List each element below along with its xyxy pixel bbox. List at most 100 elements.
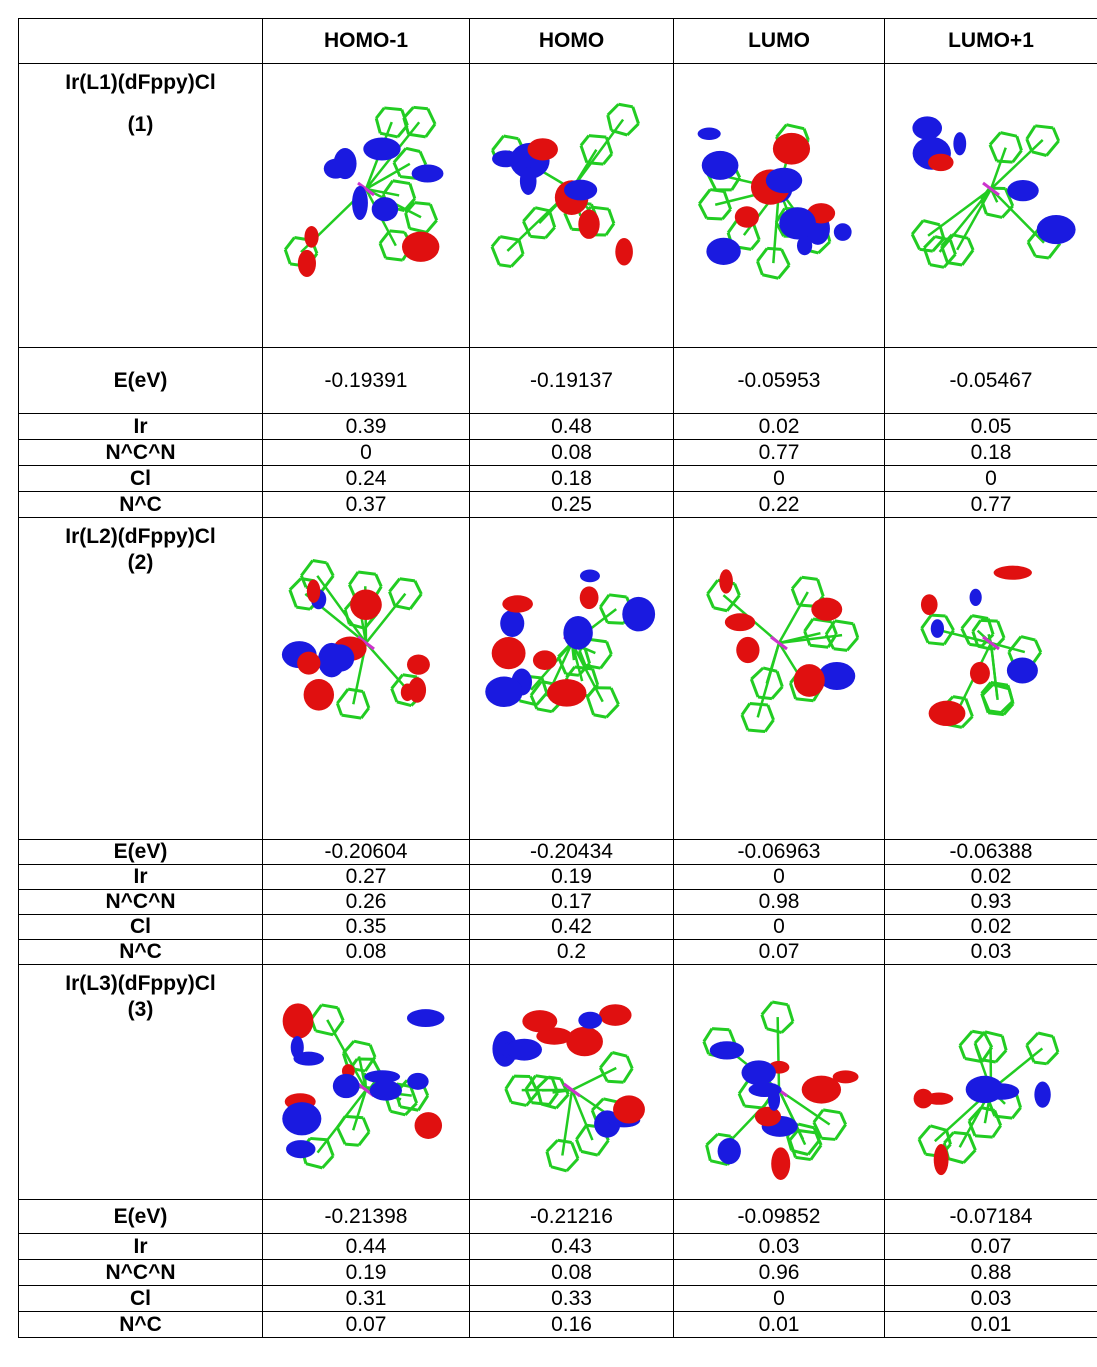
image-cell — [884, 964, 1097, 1200]
value-cell: 0.03 — [673, 1233, 885, 1260]
bond — [570, 1066, 617, 1092]
bond — [609, 687, 620, 706]
bond — [606, 103, 620, 117]
bond — [990, 641, 1026, 654]
value-cell: 0.98 — [673, 889, 885, 915]
bond — [775, 123, 788, 138]
bond — [518, 699, 537, 707]
bond — [778, 1088, 831, 1126]
bond — [973, 1042, 983, 1061]
bond — [1037, 1031, 1054, 1038]
image-cell — [469, 63, 674, 348]
bond — [545, 1139, 559, 1153]
bond — [408, 183, 417, 200]
orbital-lobe — [332, 1073, 360, 1099]
bond — [361, 691, 371, 709]
bond — [394, 604, 411, 611]
orbital-lobe — [577, 209, 600, 239]
value-cell: -0.06963 — [673, 839, 885, 865]
row-label: N^C^N — [18, 439, 263, 466]
bond — [404, 1102, 418, 1116]
bond — [316, 575, 368, 644]
bond — [698, 188, 712, 205]
bond — [392, 179, 411, 186]
orbital-image — [282, 1003, 445, 1170]
bond — [917, 1138, 927, 1155]
value-cell: 0.44 — [262, 1233, 470, 1260]
row-label: Cl — [18, 914, 263, 940]
orbital-image — [706, 569, 860, 734]
bond — [502, 134, 519, 141]
bond — [503, 1075, 515, 1090]
value-cell: 0.18 — [884, 439, 1097, 466]
bond — [1051, 1035, 1060, 1053]
bond — [590, 1097, 604, 1112]
bond — [812, 1121, 823, 1139]
row-label: Ir — [18, 413, 263, 440]
orbital-lobe — [741, 1060, 776, 1086]
bond — [345, 1114, 364, 1120]
bond — [521, 220, 532, 238]
bond — [524, 1091, 539, 1107]
bond — [988, 144, 999, 162]
bond — [834, 619, 854, 626]
orbital-lobe — [364, 1070, 401, 1084]
orbital-image — [490, 102, 640, 268]
bond — [816, 578, 825, 597]
bond — [717, 1132, 731, 1138]
value-cell: -0.21398 — [262, 1199, 470, 1234]
bond — [988, 131, 1002, 146]
bond — [927, 641, 945, 646]
bond — [524, 1074, 537, 1091]
bond — [503, 1088, 513, 1103]
bond — [409, 226, 427, 234]
data-row: Ir 0.39 0.48 0.02 0.05 — [18, 413, 1097, 440]
row-label: N^C — [18, 491, 263, 518]
bond — [1002, 702, 1015, 716]
orbital-lobe — [709, 1041, 745, 1060]
bond — [310, 1136, 328, 1142]
bond — [801, 575, 818, 581]
bond — [980, 692, 991, 712]
bond — [777, 1089, 807, 1146]
bond — [621, 1067, 634, 1084]
table-body: HOMO-1 HOMO LUMO LUMO+1 Ir(L1)(dFppy)Cl (1) E(… — [18, 18, 1097, 1338]
bond — [733, 583, 741, 596]
bond — [988, 711, 1005, 717]
image-cell — [673, 517, 885, 840]
bond — [967, 1120, 977, 1137]
row-label: E(eV) — [18, 347, 263, 414]
row-label: Ir — [18, 864, 263, 890]
bond — [361, 1117, 371, 1133]
bond — [929, 263, 945, 269]
bond — [389, 229, 405, 234]
image-cell — [469, 964, 674, 1200]
row-label: Cl — [18, 465, 263, 492]
bond — [795, 697, 814, 703]
bond — [565, 672, 579, 677]
value-cell: -0.21216 — [469, 1199, 674, 1234]
bond — [960, 627, 971, 645]
orbital-lobe — [701, 150, 739, 180]
bond — [530, 1101, 550, 1107]
bond — [710, 1159, 728, 1167]
bond — [534, 206, 550, 213]
bond — [929, 1124, 947, 1132]
bond — [1015, 135, 1023, 151]
value-cell: -0.20434 — [469, 839, 674, 865]
bond — [579, 144, 588, 164]
row-label: N^C^N — [18, 1259, 263, 1286]
bond — [981, 683, 994, 697]
value-cell: 0 — [673, 465, 885, 492]
value-cell: 0.03 — [884, 1285, 1097, 1312]
bond — [1020, 635, 1036, 642]
bond — [336, 1007, 345, 1022]
orbital-lobe — [506, 1038, 542, 1061]
bond — [583, 648, 591, 664]
bond — [984, 1030, 1003, 1038]
orbital-image — [920, 565, 1043, 729]
orbital-lobe — [796, 235, 813, 256]
bond — [766, 704, 775, 721]
orbital-lobe — [734, 206, 759, 228]
